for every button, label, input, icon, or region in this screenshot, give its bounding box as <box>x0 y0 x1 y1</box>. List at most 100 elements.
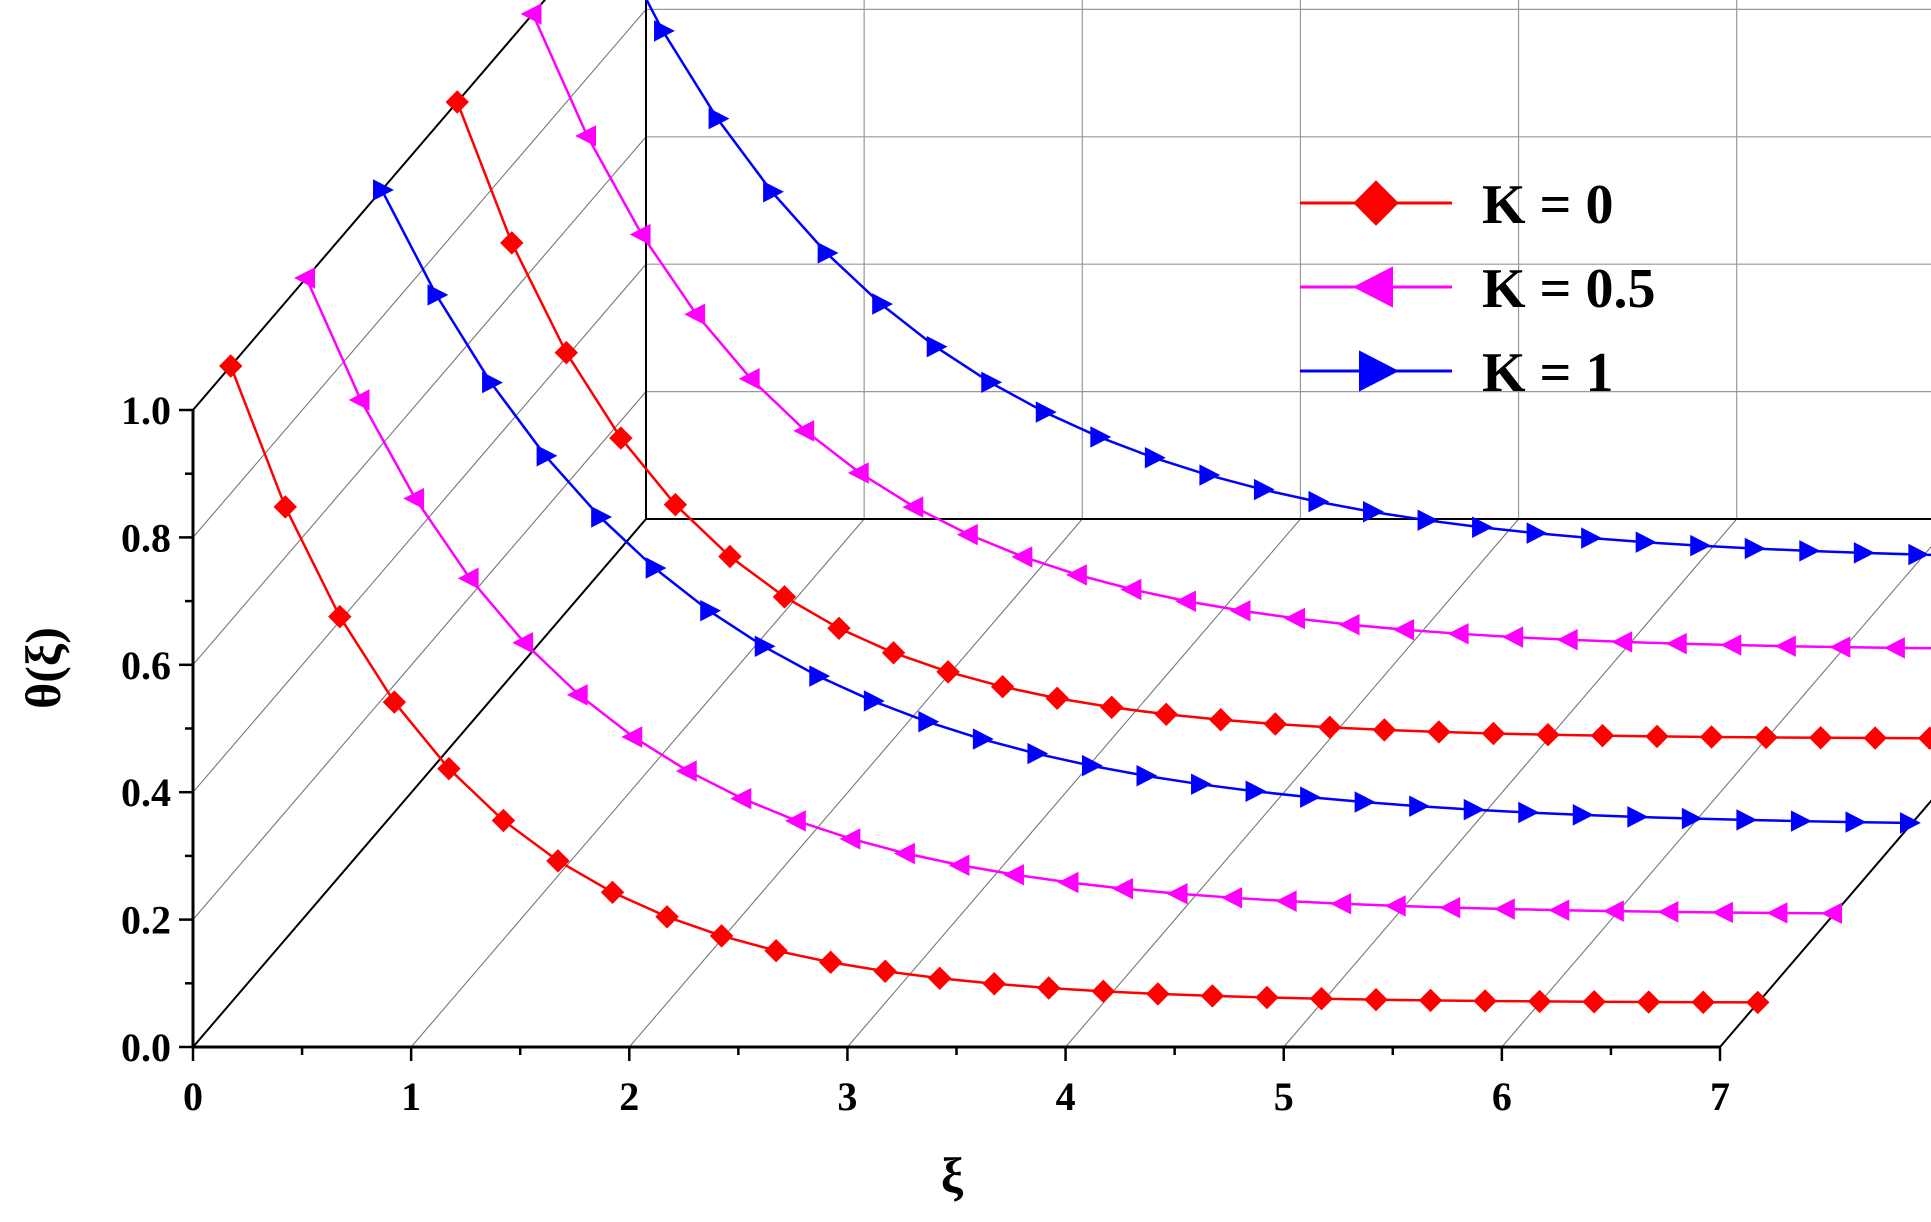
data-point <box>1603 900 1624 922</box>
x-tick-label: 3 <box>837 1074 857 1119</box>
floor-gridline <box>192 518 647 1048</box>
data-point <box>881 641 906 665</box>
floor-gridline <box>628 518 1083 1048</box>
data-point <box>1691 990 1715 1014</box>
series-k-0-row-3 <box>445 90 1931 750</box>
data-point <box>1481 721 1506 746</box>
y-tick-label: 1.0 <box>121 388 171 433</box>
floor-gridline <box>1501 545 1931 1048</box>
data-point <box>1427 720 1451 744</box>
data-point <box>1699 725 1724 749</box>
data-point <box>575 125 597 147</box>
data-point <box>1318 715 1342 740</box>
series-k-1-row-2 <box>373 179 1921 834</box>
data-point <box>1199 464 1221 486</box>
data-point <box>684 303 706 325</box>
floor-gridline <box>1065 518 1519 1048</box>
data-point <box>1081 754 1103 777</box>
data-point <box>1037 976 1061 1000</box>
legend-marker <box>1352 266 1393 308</box>
data-point <box>1057 871 1079 894</box>
data-point <box>1166 883 1188 905</box>
data-point <box>536 445 558 467</box>
data-point <box>1275 890 1297 912</box>
data-point <box>1112 877 1134 900</box>
data-point <box>1493 898 1515 920</box>
data-point <box>928 966 952 991</box>
data-point <box>1665 632 1687 655</box>
series-line <box>531 13 1931 650</box>
x-tick-label: 7 <box>1710 1074 1730 1119</box>
data-point <box>427 284 449 306</box>
data-point <box>1409 795 1431 817</box>
data-point <box>1045 686 1069 710</box>
data-point <box>1091 979 1116 1004</box>
data-point <box>1175 590 1196 612</box>
y-tick-label: 0.2 <box>121 898 171 943</box>
data-point <box>763 181 784 203</box>
data-point <box>437 756 461 781</box>
side-wall-gridline <box>192 9 647 538</box>
legend-label: K = 1 <box>1482 342 1613 404</box>
data-point <box>1502 626 1524 648</box>
data-point <box>1284 607 1305 630</box>
data-point <box>629 223 651 246</box>
data-point <box>1330 893 1352 915</box>
data-point <box>847 462 869 484</box>
data-point <box>294 267 315 289</box>
data-point <box>738 368 760 390</box>
data-point <box>1548 899 1570 921</box>
x-tick-label: 2 <box>619 1074 639 1119</box>
data-point <box>972 728 994 750</box>
data-point <box>709 924 734 948</box>
data-point <box>1300 786 1321 808</box>
legend-label: K = 0 <box>1482 174 1613 236</box>
data-point <box>445 90 469 114</box>
data-point <box>1527 989 1552 1014</box>
data-point <box>708 107 730 130</box>
data-point <box>1774 635 1796 657</box>
data-point <box>382 690 407 714</box>
data-point <box>1581 527 1602 549</box>
data-point <box>654 20 675 42</box>
data-point <box>1845 811 1867 833</box>
data-point <box>809 665 831 687</box>
data-point <box>1363 501 1384 523</box>
data-point <box>403 487 425 510</box>
data-point <box>1221 887 1243 909</box>
data-point <box>817 242 839 264</box>
floor-gridline <box>1719 799 1931 1048</box>
data-point <box>873 959 897 983</box>
data-point <box>546 849 570 873</box>
side-wall-gridline <box>192 136 647 666</box>
side-wall-gridline <box>192 263 647 793</box>
back-wall <box>645 0 1931 520</box>
data-point <box>1472 516 1493 538</box>
data-point <box>1808 726 1833 750</box>
data-point <box>784 810 806 832</box>
data-point <box>1354 791 1376 813</box>
data-point <box>764 939 788 963</box>
data-point <box>1754 725 1778 750</box>
data-point <box>1690 534 1712 557</box>
data-point <box>793 420 815 442</box>
data-point <box>1645 724 1669 749</box>
side-wall-gridline <box>192 0 547 411</box>
data-point <box>1209 708 1233 732</box>
data-point <box>1863 726 1887 750</box>
series-k-0-row-0 <box>219 354 1770 1015</box>
data-point <box>1154 702 1178 727</box>
data-point <box>373 179 394 201</box>
data-point <box>1526 522 1548 544</box>
data-point <box>1417 509 1439 531</box>
data-point <box>1900 812 1921 834</box>
data-point <box>1829 636 1851 658</box>
y-tick-label: 0.0 <box>121 1025 171 1070</box>
x-tick-label: 4 <box>1056 1074 1076 1119</box>
data-point <box>1536 723 1560 747</box>
floor-gridline <box>847 518 1301 1048</box>
data-point <box>936 660 960 684</box>
x-tick-label: 6 <box>1492 1074 1512 1119</box>
series-layer <box>219 0 1931 1015</box>
